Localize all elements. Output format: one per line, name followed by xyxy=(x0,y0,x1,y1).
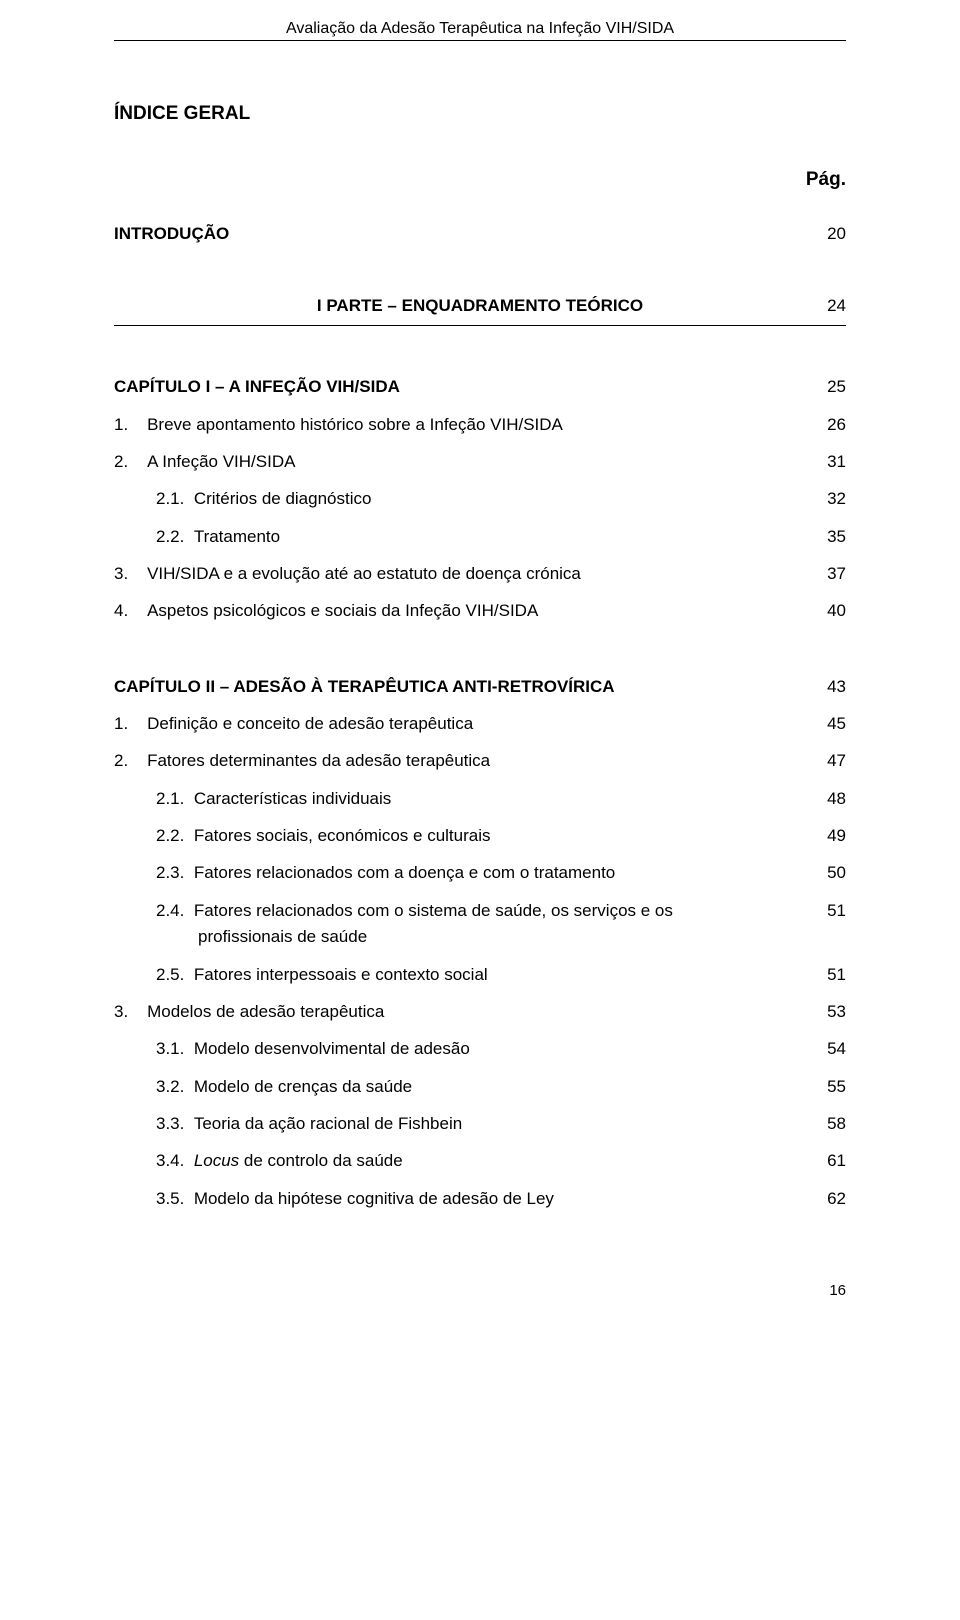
toc-page: 51 xyxy=(816,898,846,924)
toc-row: 2.2. Tratamento 35 xyxy=(114,524,846,550)
toc-page: 51 xyxy=(816,962,846,988)
toc-page: 53 xyxy=(816,999,846,1025)
toc-page: 58 xyxy=(816,1111,846,1137)
toc-label: profissionais de saúde xyxy=(114,924,816,950)
toc-row: 4. Aspetos psicológicos e sociais da Inf… xyxy=(114,598,846,624)
toc-page: 61 xyxy=(816,1148,846,1174)
toc-label: I PARTE – ENQUADRAMENTO TEÓRICO xyxy=(317,296,643,315)
toc-label: 2.4. Fatores relacionados com o sistema … xyxy=(114,898,816,924)
toc-page: 26 xyxy=(816,412,846,438)
toc-label: 2.1. Características individuais xyxy=(114,786,816,812)
toc-page: 45 xyxy=(816,711,846,737)
toc-row: 3.5. Modelo da hipótese cognitiva de ade… xyxy=(114,1186,846,1212)
toc-row: 2.2. Fatores sociais, económicos e cultu… xyxy=(114,823,846,849)
toc-page: 20 xyxy=(816,221,846,247)
toc-page: 43 xyxy=(816,674,846,700)
toc-row: 3.1. Modelo desenvolvimental de adesão 5… xyxy=(114,1036,846,1062)
toc-row-cont: profissionais de saúde xyxy=(114,924,846,950)
toc-row: 2.5. Fatores interpessoais e contexto so… xyxy=(114,962,846,988)
toc-row: 2. A Infeção VIH/SIDA 31 xyxy=(114,449,846,475)
toc-label: 3.5. Modelo da hipótese cognitiva de ade… xyxy=(114,1186,816,1212)
toc-row: 2.4. Fatores relacionados com o sistema … xyxy=(114,898,846,924)
toc-label: 2.5. Fatores interpessoais e contexto so… xyxy=(114,962,816,988)
toc-row: 3.3. Teoria da ação racional de Fishbein… xyxy=(114,1111,846,1137)
toc-label: 2. Fatores determinantes da adesão terap… xyxy=(114,748,816,774)
toc-page: 62 xyxy=(816,1186,846,1212)
toc-row: 2.1. Características individuais 48 xyxy=(114,786,846,812)
toc-label: CAPÍTULO I – A INFEÇÃO VIH/SIDA xyxy=(114,374,816,400)
toc-label: 2.3. Fatores relacionados com a doença e… xyxy=(114,860,816,886)
toc-row: 1. Breve apontamento histórico sobre a I… xyxy=(114,412,846,438)
toc-page: 37 xyxy=(816,561,846,587)
toc-page: 49 xyxy=(816,823,846,849)
footer-page-number: 16 xyxy=(114,1282,846,1299)
toc-label: 1. Breve apontamento histórico sobre a I… xyxy=(114,412,816,438)
toc-row: 3. Modelos de adesão terapêutica 53 xyxy=(114,999,846,1025)
toc-row: 3. VIH/SIDA e a evolução até ao estatuto… xyxy=(114,561,846,587)
toc-label: CAPÍTULO II – ADESÃO À TERAPÊUTICA ANTI-… xyxy=(114,674,816,700)
running-head: Avaliação da Adesão Terapêutica na Infeç… xyxy=(114,20,846,41)
page-column-label: Pág. xyxy=(114,169,846,191)
toc-label: 2. A Infeção VIH/SIDA xyxy=(114,449,816,475)
toc-row: 3.4. Locus de controlo da saúde 61 xyxy=(114,1148,846,1174)
toc-label: 4. Aspetos psicológicos e sociais da Inf… xyxy=(114,598,816,624)
document-page: Avaliação da Adesão Terapêutica na Infeç… xyxy=(0,0,960,1339)
toc-page: 54 xyxy=(816,1036,846,1062)
toc-label: 2.2. Tratamento xyxy=(114,524,816,550)
divider-line xyxy=(114,325,846,326)
toc-page: 48 xyxy=(816,786,846,812)
toc-row: 2.3. Fatores relacionados com a doença e… xyxy=(114,860,846,886)
toc-label: 3. Modelos de adesão terapêutica xyxy=(114,999,816,1025)
toc-row: 3.2. Modelo de crenças da saúde 55 xyxy=(114,1074,846,1100)
toc-page: 55 xyxy=(816,1074,846,1100)
toc-label: 3.3. Teoria da ação racional de Fishbein xyxy=(114,1111,816,1137)
toc-row: 2.1. Critérios de diagnóstico 32 xyxy=(114,486,846,512)
toc-label: 3. VIH/SIDA e a evolução até ao estatuto… xyxy=(114,561,816,587)
toc-row: 1. Definição e conceito de adesão terapê… xyxy=(114,711,846,737)
toc-page: 40 xyxy=(816,598,846,624)
toc-label: 2.1. Critérios de diagnóstico xyxy=(114,486,816,512)
toc-label: 3.1. Modelo desenvolvimental de adesão xyxy=(114,1036,816,1062)
toc-label: 2.2. Fatores sociais, económicos e cultu… xyxy=(114,823,816,849)
toc-label: 3.4. Locus de controlo da saúde xyxy=(114,1148,816,1174)
toc-page: 32 xyxy=(816,486,846,512)
toc-page: 25 xyxy=(816,374,846,400)
index-title: ÍNDICE GERAL xyxy=(114,103,846,125)
toc-label: 1. Definição e conceito de adesão terapê… xyxy=(114,711,816,737)
toc-row-cap2: CAPÍTULO II – ADESÃO À TERAPÊUTICA ANTI-… xyxy=(114,674,846,700)
toc-label: 3.2. Modelo de crenças da saúde xyxy=(114,1074,816,1100)
toc-row-parte1: I PARTE – ENQUADRAMENTO TEÓRICO xyxy=(114,296,846,316)
toc-page: 47 xyxy=(816,748,846,774)
toc-label: INTRODUÇÃO xyxy=(114,221,816,247)
toc-row: 2. Fatores determinantes da adesão terap… xyxy=(114,748,846,774)
toc-page: 24 xyxy=(827,296,846,316)
toc-row-cap1: CAPÍTULO I – A INFEÇÃO VIH/SIDA 25 xyxy=(114,374,846,400)
toc-row-intro: INTRODUÇÃO 20 xyxy=(114,221,846,247)
toc-page: 35 xyxy=(816,524,846,550)
toc-page: 31 xyxy=(816,449,846,475)
toc-page: 50 xyxy=(816,860,846,886)
